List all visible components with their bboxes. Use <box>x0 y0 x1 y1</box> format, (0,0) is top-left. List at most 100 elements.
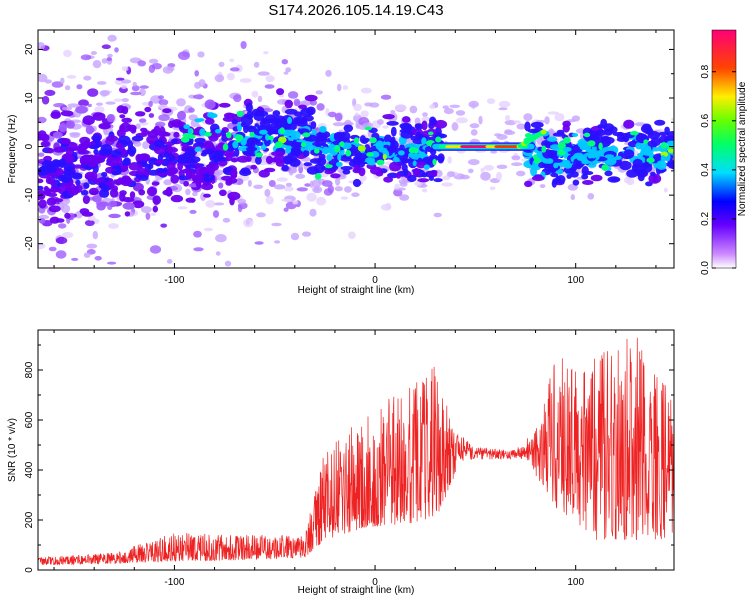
spectrogram-cell <box>171 138 178 145</box>
spectrogram-cell <box>386 145 397 154</box>
spectrogram-cell <box>219 189 227 197</box>
spectrogram-cell <box>155 167 166 174</box>
spectrogram-cell <box>427 172 438 178</box>
spectrogram-cell <box>137 60 146 67</box>
spectrogram-xlabel: Height of straight line (km) <box>298 285 415 296</box>
spectrogram-ylabel: Frequency (Hz) <box>7 115 18 184</box>
spectrogram-cell <box>273 115 286 125</box>
spectrogram-cell <box>38 42 45 51</box>
spectrogram-cell <box>339 141 345 148</box>
spectrogram-cell <box>121 117 133 123</box>
spectrogram-cell <box>343 124 354 133</box>
spectrogram-cell <box>128 162 141 171</box>
spectrogram-xtick-label: 0 <box>372 275 378 286</box>
spectrogram-cell <box>141 21 146 26</box>
spectrogram-cell <box>215 251 221 256</box>
spectrogram-cell <box>218 102 231 108</box>
spectrogram-cell <box>494 133 502 137</box>
spectrogram-cell <box>353 137 360 144</box>
spectrogram-cell <box>201 173 215 183</box>
spectrogram-cell <box>258 169 270 178</box>
spectrogram-cell <box>380 94 392 100</box>
spectrogram-cell <box>107 34 117 42</box>
spectrogram-cell <box>64 212 71 219</box>
spectrogram-cell <box>281 198 293 202</box>
spectrogram-cell <box>122 197 135 203</box>
spectrogram-cell <box>93 149 99 155</box>
spectrogram-cell <box>75 179 81 186</box>
spectrogram-cell <box>243 218 254 228</box>
spectrogram-cell <box>306 192 317 202</box>
spectrogram-cell <box>229 67 240 72</box>
spectrogram-cell <box>468 168 474 174</box>
spectrogram-cell <box>318 153 326 160</box>
spectrogram-cell <box>408 152 414 158</box>
spectrogram-cell <box>50 185 58 193</box>
spectrogram-cell <box>434 119 448 129</box>
spectrogram-cell <box>540 129 547 135</box>
spectrogram-cell <box>360 110 369 118</box>
spectrogram-cell <box>98 122 111 130</box>
spectrogram-cell <box>127 145 137 156</box>
spectrogram-cell <box>533 154 538 161</box>
spectrogram-cell <box>516 123 526 130</box>
spectrogram-cell <box>176 158 189 164</box>
spectrogram-cell <box>138 174 149 181</box>
spectrogram-cell <box>40 140 51 148</box>
spectrogram-cell <box>285 67 292 73</box>
spectrogram-cell <box>400 158 411 164</box>
spectrogram-cell <box>194 137 206 144</box>
spectrogram-cell <box>504 129 513 134</box>
spectrogram-cell <box>196 146 202 152</box>
spectrogram-cell <box>433 178 443 183</box>
spectrogram-cell <box>619 160 632 171</box>
spectrogram-cell <box>173 131 180 138</box>
spectrogram-cell <box>177 155 188 160</box>
spectrogram-cell <box>229 168 238 178</box>
spectrogram-cell <box>353 103 362 112</box>
spectrogram-cell <box>428 175 434 181</box>
spectrogram-cell <box>230 157 238 163</box>
spectrogram-cell <box>612 132 626 137</box>
spectrogram-cell <box>584 171 594 175</box>
spectrogram-cell <box>414 123 424 131</box>
spectrogram-cell <box>650 137 661 146</box>
spectrogram-cell <box>163 179 173 186</box>
spectrogram-cell <box>84 219 95 227</box>
spectrogram-cell <box>455 110 466 116</box>
spectrogram-cell <box>80 54 92 61</box>
spectrogram-cell <box>571 133 579 137</box>
spectrogram-cell <box>53 146 65 153</box>
spectrogram-cell <box>106 57 113 61</box>
spectrogram-cell <box>287 116 292 124</box>
spectrogram-cell <box>82 195 90 205</box>
spectrogram-cell <box>543 141 552 146</box>
spectrogram-cell <box>597 124 603 129</box>
spectrogram-cell <box>236 110 244 118</box>
spectrogram-cell <box>516 170 526 177</box>
spectrogram-cell <box>486 98 496 104</box>
spectrogram-cell <box>239 78 252 83</box>
spectrogram-cell <box>45 177 52 184</box>
spectrogram-cell <box>90 190 99 195</box>
spectrogram-cell <box>132 200 145 209</box>
spectrogram-cell <box>416 161 427 169</box>
spectrogram-cell <box>197 51 205 58</box>
spectrogram-cell <box>268 180 276 187</box>
spectrogram-ytick-label: 20 <box>24 43 35 55</box>
spectrogram-cell <box>124 211 131 217</box>
spectrogram-cell <box>232 141 239 149</box>
spectrogram-cell <box>296 187 308 192</box>
spectrogram-xtick-label: -100 <box>164 275 184 286</box>
spectrogram-cell <box>353 164 360 172</box>
spectrogram-cell <box>468 100 480 108</box>
spectrogram-cell <box>72 173 83 180</box>
spectrogram-cell <box>555 175 561 184</box>
spectrogram-cell <box>177 110 186 121</box>
spectrogram-cell <box>382 114 395 120</box>
spectrogram-cell <box>178 51 190 60</box>
spectrogram-cell <box>226 141 235 152</box>
snr-panel: -100 0 100 0 200 400 600 800 Height of straight… <box>7 329 675 596</box>
spectrogram-cell <box>38 73 48 83</box>
spectrogram-cell <box>60 77 65 85</box>
